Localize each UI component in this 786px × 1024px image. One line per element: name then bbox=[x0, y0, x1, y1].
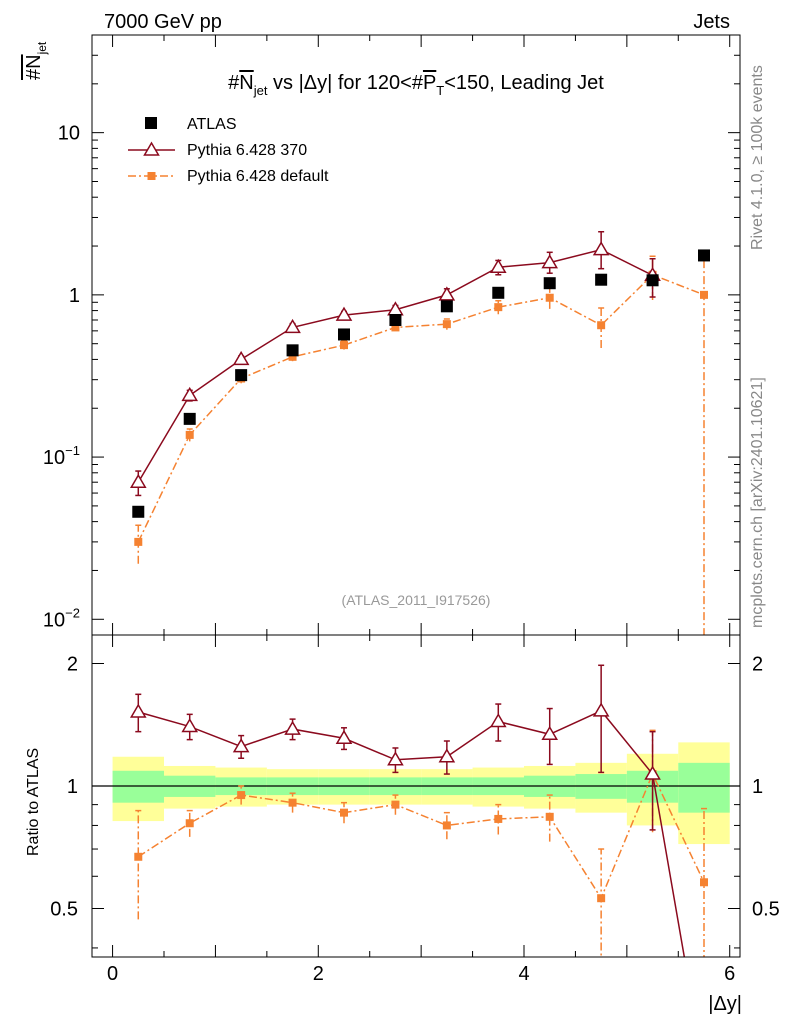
ratio-tick-label-left: 2 bbox=[67, 654, 78, 676]
point-atlas bbox=[698, 249, 710, 262]
y-tick-label-exp: 10−1 bbox=[43, 443, 80, 469]
point-pythia-370 bbox=[232, 350, 250, 366]
x-tick-label: 2 bbox=[313, 963, 324, 985]
point-pythia-default bbox=[340, 341, 348, 350]
ratio-point-pythia-370 bbox=[541, 725, 559, 741]
point-pythia-default bbox=[545, 293, 554, 302]
axis-ticks: 0 2 4 6 10 1 10−1 10−2 2 2 1 1 0.5 0.5 bbox=[43, 34, 780, 985]
point-atlas bbox=[543, 277, 556, 290]
point-pythia-370 bbox=[438, 286, 456, 301]
point-pythia-default bbox=[494, 303, 503, 312]
point-pythia-370 bbox=[181, 386, 199, 402]
legend-label-pythia-default: Pythia 6.428 default bbox=[187, 168, 329, 185]
x-tick-label: 4 bbox=[518, 963, 529, 985]
point-atlas bbox=[235, 369, 248, 382]
ratio-point-pythia-default bbox=[545, 812, 554, 821]
ratio-point-pythia-default bbox=[237, 791, 246, 800]
point-pythia-370 bbox=[592, 241, 610, 256]
ratio-point-pythia-370 bbox=[592, 702, 610, 717]
ratio-point-pythia-370 bbox=[644, 765, 661, 780]
y-axis-label: #Njet bbox=[23, 41, 49, 80]
point-atlas bbox=[440, 300, 453, 313]
point-pythia-default bbox=[700, 290, 708, 299]
x-tick-label: 0 bbox=[107, 963, 118, 985]
point-atlas bbox=[595, 273, 608, 286]
ratio-point-pythia-default bbox=[340, 808, 348, 817]
ratio-tick-label-left: 1 bbox=[67, 776, 78, 798]
legend: ATLAS Pythia 6.428 370 Pythia 6.428 defa… bbox=[128, 116, 329, 185]
ratio-point-pythia-370 bbox=[284, 720, 301, 735]
x-axis-label: |Δy| bbox=[708, 993, 742, 1015]
header-collision-label: 7000 GeV pp bbox=[104, 11, 222, 33]
y-tick-label: 1 bbox=[69, 285, 80, 307]
ratio-line-pythia-370 bbox=[138, 709, 686, 957]
ratio-tick-label-right: 1 bbox=[752, 776, 763, 798]
point-pythia-default bbox=[185, 430, 194, 439]
point-atlas bbox=[183, 412, 196, 425]
rivet-version-label: Rivet 4.1.0, ≥ 100k events bbox=[749, 65, 766, 250]
ratio-point-pythia-default bbox=[597, 894, 606, 903]
point-pythia-default bbox=[134, 537, 143, 546]
ratio-point-pythia-default bbox=[700, 878, 708, 887]
point-atlas bbox=[338, 328, 350, 341]
legend-label-atlas: ATLAS bbox=[187, 116, 237, 133]
series-line-pythia-370 bbox=[137, 248, 653, 483]
ratio-point-pythia-default bbox=[494, 814, 503, 823]
point-pythia-default bbox=[442, 320, 451, 329]
point-atlas bbox=[389, 313, 402, 326]
point-pythia-370 bbox=[335, 306, 353, 321]
ratio-point-pythia-370 bbox=[232, 738, 250, 753]
ratio-point-pythia-370 bbox=[181, 718, 199, 733]
y-tick-label-exp: 10−2 bbox=[43, 605, 80, 631]
ratio-point-pythia-370 bbox=[335, 729, 353, 745]
ratio-point-pythia-default bbox=[442, 821, 451, 830]
analysis-id-watermark: (ATLAS_2011_I917526) bbox=[342, 592, 491, 608]
ratio-point-pythia-370 bbox=[387, 751, 404, 766]
ratio-plot-panel bbox=[91, 634, 741, 958]
x-tick-label: 6 bbox=[724, 963, 735, 985]
point-atlas bbox=[286, 344, 299, 357]
point-pythia-default bbox=[391, 323, 400, 332]
point-pythia-370 bbox=[489, 258, 507, 273]
ratio-band-inner bbox=[678, 762, 730, 813]
ratio-tick-label-right: 0.5 bbox=[752, 898, 780, 920]
point-atlas bbox=[492, 286, 505, 299]
ratio-point-pythia-default bbox=[185, 819, 194, 828]
point-pythia-default bbox=[597, 321, 606, 330]
point-atlas bbox=[132, 505, 145, 518]
mcplots-label: mcplots.cern.ch [arXiv:2401.10621] bbox=[749, 377, 766, 628]
ratio-point-pythia-default bbox=[391, 800, 400, 809]
ratio-y-axis-label: Ratio to ATLAS bbox=[25, 748, 42, 856]
ratio-point-pythia-370 bbox=[489, 713, 507, 728]
point-pythia-370 bbox=[541, 254, 559, 269]
legend-label-pythia-370: Pythia 6.428 370 bbox=[187, 142, 307, 159]
legend-marker-pythia-default bbox=[147, 172, 156, 180]
series-line-pythia-default bbox=[137, 273, 705, 543]
legend-marker-pythia-370 bbox=[143, 141, 160, 156]
ratio-point-pythia-default bbox=[288, 798, 297, 807]
ratio-band-inner bbox=[112, 770, 164, 803]
ratio-line-pythia-default bbox=[137, 772, 705, 900]
ratio-tick-label-right: 2 bbox=[752, 654, 763, 676]
header-category-label: Jets bbox=[693, 11, 730, 33]
ratio-point-pythia-370 bbox=[438, 748, 456, 763]
ratio-tick-label-left: 0.5 bbox=[50, 898, 78, 920]
legend-marker-atlas bbox=[145, 117, 157, 129]
ratio-point-pythia-370 bbox=[129, 703, 147, 718]
y-tick-label: 10 bbox=[58, 123, 80, 145]
ratio-plot-frame bbox=[91, 634, 741, 958]
point-pythia-default bbox=[288, 352, 297, 361]
ratio-point-pythia-default bbox=[134, 852, 143, 861]
point-pythia-370 bbox=[129, 473, 147, 488]
point-pythia-370 bbox=[284, 318, 301, 334]
point-atlas bbox=[646, 274, 659, 287]
plot-title: #Njet vs |Δy| for 120<#PT<150, Leading J… bbox=[228, 72, 604, 98]
